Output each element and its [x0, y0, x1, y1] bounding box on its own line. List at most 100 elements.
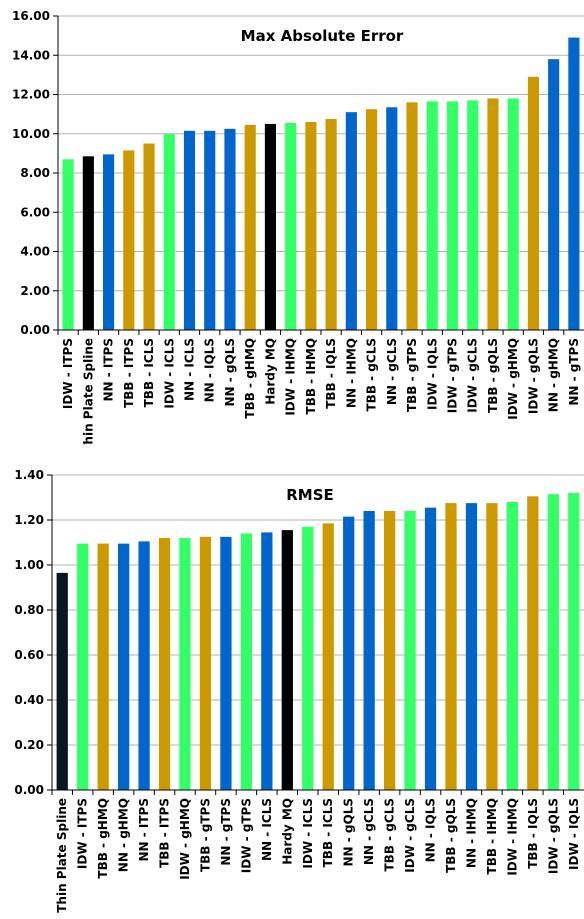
chart1-bar-tbb-gtps: [406, 102, 418, 330]
chart1-bar-nn-itps: [103, 154, 115, 330]
chart2-category-label: NN - gTPS: [219, 798, 233, 866]
chart2-bar-idw-gtps: [240, 533, 253, 790]
chart1-bar-tbb-itps: [123, 150, 135, 330]
chart1-y-tick-label: 8.00: [20, 166, 50, 180]
chart1-category-label: NN - gTPS: [567, 338, 581, 406]
max-absolute-error-chart-svg: 0.00 2.00 4.00 6.00 8.00 10.00 12.00 14.00 16.00…: [12, 9, 584, 445]
chart1-y-tick-label: 12.00: [12, 88, 50, 102]
chart2-bar-thin-plate-spline: [56, 572, 68, 790]
chart1-category-label: IDW - IQLS: [425, 338, 439, 410]
chart1-category-label: NN - ITPS: [102, 338, 116, 402]
chart2-bar-tbb-ghmq: [97, 543, 109, 790]
chart1-bar-idw-gtps: [446, 101, 459, 331]
chart2-category-label: NN - IQLS: [424, 798, 438, 862]
chart1-category-label: NN - ICLS: [183, 338, 197, 401]
chart1-bar-nn-ghmq: [548, 59, 560, 331]
chart1-category-label: IDW - ITPS: [61, 338, 75, 409]
chart1-y-tick-label: 14.00: [12, 48, 50, 62]
chart1-category-label: IDW - IHMQ: [284, 338, 298, 416]
chart2-bar-idw-itps: [77, 543, 89, 790]
chart1-bar-idw-gqls: [527, 76, 539, 331]
chart2-bar-idw-icls: [302, 526, 314, 790]
chart1-category-label: IDW - gTPS: [446, 338, 460, 413]
chart2-category-label: NN - gQLS: [342, 798, 356, 867]
chart1-category-label: NN - gCLS: [385, 338, 399, 405]
chart2-bar-tbb-gqls: [445, 503, 457, 790]
chart2-category-label: NN - gCLS: [362, 798, 376, 865]
chart1-bar-idw-gcls: [467, 100, 479, 330]
chart1-y-tick-label: 4.00: [20, 245, 50, 259]
chart1-title: Max Absolute Error: [241, 27, 404, 45]
chart2-category-label: IDW - ICLS: [301, 798, 315, 869]
chart2-y-tick-label: 0.20: [14, 738, 44, 752]
chart1-category-label: TBB - gCLS: [365, 338, 379, 412]
chart1-bar-idw-ghmq: [507, 98, 519, 330]
chart1-y-tick-label: 0.00: [20, 323, 50, 337]
chart1-category-label: IDW - gHMQ: [506, 338, 520, 420]
chart1-bar-tbb-iqls: [325, 119, 337, 330]
chart1-category-label: TBB - ICLS: [142, 338, 156, 407]
chart2-title: RMSE: [286, 486, 334, 504]
chart2-category-label: NN - ITPS: [137, 798, 151, 862]
chart1-category-label: Thin Plate Spline: [81, 338, 95, 445]
chart1-category-label: IDW - gQLS: [526, 338, 540, 414]
chart1-y-tick-label: 6.00: [20, 205, 50, 219]
chart1-bar-tbb-ihmq: [305, 121, 317, 330]
chart2-bar-nn-iqls: [424, 507, 437, 790]
chart2-category-label: TBB - ICLS: [321, 798, 335, 867]
chart2-y-tick-label: 1.40: [14, 468, 44, 482]
chart2-bar-nn-gcls: [363, 511, 375, 790]
chart2-bar-nn-ghmq: [117, 543, 130, 790]
chart1-bar-idw-ihmq: [285, 122, 297, 330]
chart2-category-label: IDW - gQLS: [546, 798, 560, 874]
chart2-category-label: TBB - gCLS: [383, 798, 397, 872]
chart1-bar-tbb-icls: [143, 143, 155, 330]
chart2-bar-tbb-gtps: [199, 536, 212, 790]
chart2-bar-idw-ihmq: [506, 502, 519, 790]
chart1-y-tick-label: 16.00: [12, 9, 50, 23]
chart1-y-tick-label: 10.00: [12, 127, 50, 141]
chart2-category-label: IDW - gTPS: [239, 798, 253, 873]
max-absolute-error-chart: 0.00 2.00 4.00 6.00 8.00 10.00 12.00 14.00 16.00…: [0, 0, 584, 445]
chart2-category-label: Thin Plate Spline: [55, 798, 69, 913]
chart2-y-tick-label: 1.20: [14, 513, 44, 527]
chart2-category-label: IDW - ITPS: [76, 798, 90, 869]
chart1-category-label: TBB - gHMQ: [243, 338, 257, 419]
chart1-bar-nn-gcls: [386, 107, 398, 330]
chart2-bar-idw-ghmq: [179, 538, 191, 790]
chart2-bar-tbb-itps: [158, 538, 171, 790]
chart2-bar-tbb-ihmq: [486, 503, 498, 790]
chart2-category-label: IDW - gHMQ: [178, 798, 192, 880]
chart2-category-label: TBB - ITPS: [158, 798, 172, 868]
chart2-bar-tbb-iqls: [527, 496, 539, 790]
chart1-category-label: NN - IQLS: [203, 338, 217, 402]
chart2-bar-idw-gqls: [547, 494, 559, 790]
chart1-bar-idw-icls: [163, 134, 175, 330]
chart1-bar-nn-iqls: [204, 130, 216, 330]
chart1-bar-nn-gqls: [224, 128, 236, 330]
chart1-category-label: TBB - gTPS: [405, 338, 419, 412]
chart1-bar-nn-icls: [183, 130, 196, 330]
chart1-category-label: TBB - IHMQ: [304, 338, 318, 414]
rmse-chart: 0.00 0.20 0.40 0.60 0.80 1.00 1.20 1.40 Thin Pla…: [0, 458, 584, 919]
chart1-y-tick-label: 2.00: [20, 284, 50, 298]
chart1-category-label: NN - gQLS: [223, 338, 237, 407]
chart2-category-label: IDW - IHMQ: [505, 798, 519, 876]
chart2-y-tick-label: 0.00: [14, 783, 44, 797]
chart2-category-label: TBB - gQLS: [444, 798, 458, 873]
chart1-category-label: NN - gHMQ: [547, 338, 561, 412]
chart1-category-label: IDW - ICLS: [162, 338, 176, 409]
chart1-category-label: IDW - gCLS: [466, 338, 480, 413]
rmse-chart-svg: 0.00 0.20 0.40 0.60 0.80 1.00 1.20 1.40 Thin Pla…: [14, 468, 584, 913]
chart2-category-label: TBB - gHMQ: [96, 798, 110, 879]
chart2-bar-tbb-gcls: [383, 511, 396, 790]
chart1-bar-hardy-mq: [264, 123, 276, 330]
chart2-y-tick-label: 1.00: [14, 558, 44, 572]
chart1-bar-nn-ihmq: [345, 112, 357, 330]
chart1-bar-tbb-gcls: [366, 109, 378, 330]
chart2-bar-idw-gcls: [404, 511, 416, 790]
chart2-y-tick-label: 0.40: [14, 693, 44, 707]
chart1-bar-tbb-gqls: [487, 98, 499, 330]
chart2-category-label: NN - gHMQ: [117, 798, 131, 872]
chart2-bar-hardy-mq: [281, 530, 293, 790]
